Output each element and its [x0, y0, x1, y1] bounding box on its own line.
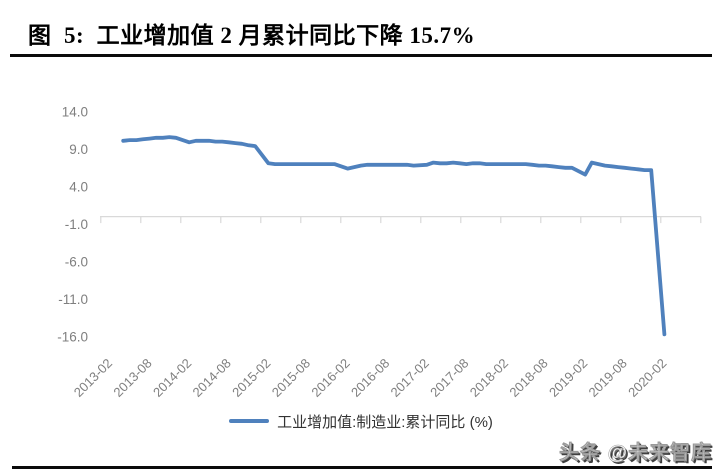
x-tick-label: 2018-08: [506, 356, 550, 400]
x-tick-label: 2014-02: [150, 356, 194, 400]
x-tick-label: 2013-02: [71, 356, 115, 400]
x-tick-label: 2017-08: [427, 356, 471, 400]
x-tick-label: 2017-02: [388, 356, 432, 400]
title-divider: [10, 54, 712, 57]
x-tick-label: 2018-02: [467, 356, 511, 400]
x-axis: [100, 215, 702, 224]
x-tick-label: 2015-02: [229, 356, 273, 400]
x-tick-label: 2016-08: [348, 356, 392, 400]
x-tick-label: 2013-08: [110, 356, 154, 400]
x-tick-label: 2016-02: [308, 356, 352, 400]
y-tick-label: 4.0: [69, 179, 88, 194]
y-tick-label: -11.0: [58, 292, 88, 307]
y-axis-labels: 14.0 9.0 4.0 -1.0 -6.0 -11.0 -16.0: [57, 104, 88, 344]
footer-divider: [12, 466, 712, 469]
x-tick-label: 2019-02: [546, 356, 590, 400]
y-tick-label: -6.0: [65, 254, 88, 269]
legend-line-marker: [229, 419, 270, 423]
x-tick-label: 2015-08: [269, 356, 313, 400]
x-tick-label: 2020-02: [625, 356, 669, 400]
x-tick-label: 2019-08: [586, 356, 630, 400]
figure-title: 图 5: 工业增加值 2 月累计同比下降 15.7%: [28, 23, 476, 48]
watermark: 头条 @未来智库: [558, 442, 712, 465]
legend-label: 工业增加值:制造业:累计同比 (%): [277, 413, 493, 431]
x-tick-label: 2014-08: [190, 356, 234, 400]
series-line: [121, 135, 667, 337]
x-axis-labels: 2013-022013-082014-022014-082015-022015-…: [71, 356, 670, 400]
y-tick-label: -1.0: [65, 217, 88, 232]
y-tick-label: 9.0: [69, 142, 88, 157]
chart-area: 14.0 9.0 4.0 -1.0 -6.0 -11.0 -16.0 2013-02 2013-…: [0, 85, 722, 415]
chart-legend: 工业增加值:制造业:累计同比 (%): [0, 410, 722, 432]
line-chart-svg: 14.0 9.0 4.0 -1.0 -6.0 -11.0 -16.0 2013-022013-…: [57, 104, 702, 400]
y-tick-label: 14.0: [62, 104, 88, 119]
y-tick-label: -16.0: [57, 329, 88, 344]
